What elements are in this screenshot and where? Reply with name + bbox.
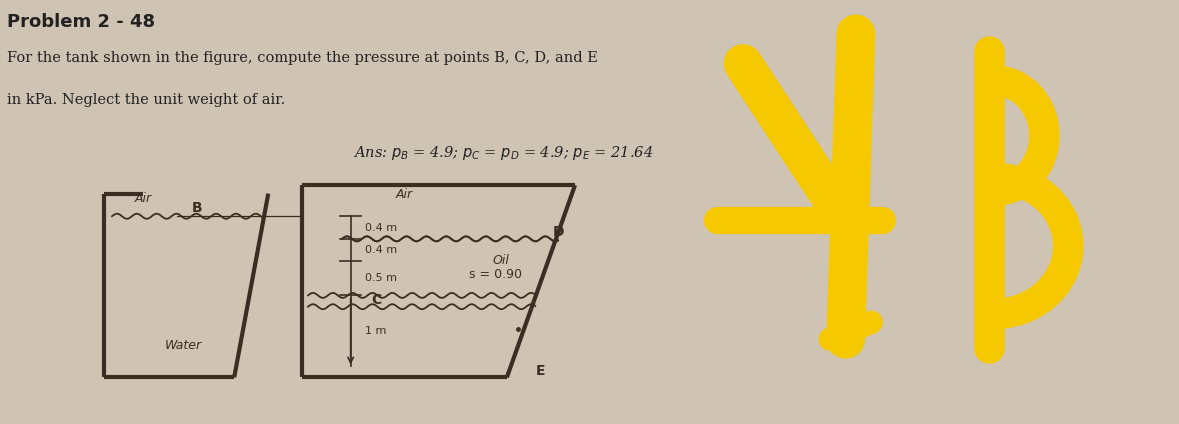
- Text: s = 0.90: s = 0.90: [469, 268, 522, 282]
- Text: E: E: [536, 363, 546, 377]
- Text: D: D: [552, 225, 564, 239]
- Text: Ans: $p_B$ = 4.9; $p_C$ = $p_D$ = 4.9; $p_E$ = 21.64: Ans: $p_B$ = 4.9; $p_C$ = $p_D$ = 4.9; $…: [353, 144, 653, 162]
- Text: 0.4 m: 0.4 m: [364, 245, 397, 255]
- Text: 1 m: 1 m: [364, 326, 387, 336]
- Text: For the tank shown in the figure, compute the pressure at points B, C, D, and E: For the tank shown in the figure, comput…: [7, 51, 598, 65]
- Text: Water: Water: [165, 339, 202, 352]
- Text: in kPa. Neglect the unit weight of air.: in kPa. Neglect the unit weight of air.: [7, 93, 285, 107]
- Text: B: B: [192, 201, 203, 215]
- Text: 0.5 m: 0.5 m: [364, 273, 397, 283]
- Text: Air: Air: [134, 192, 152, 205]
- Text: Air: Air: [396, 188, 413, 201]
- Text: Problem 2 - 48: Problem 2 - 48: [7, 13, 154, 31]
- Text: C: C: [371, 293, 381, 307]
- Text: Oil: Oil: [493, 254, 509, 267]
- Text: 0.4 m: 0.4 m: [364, 223, 397, 232]
